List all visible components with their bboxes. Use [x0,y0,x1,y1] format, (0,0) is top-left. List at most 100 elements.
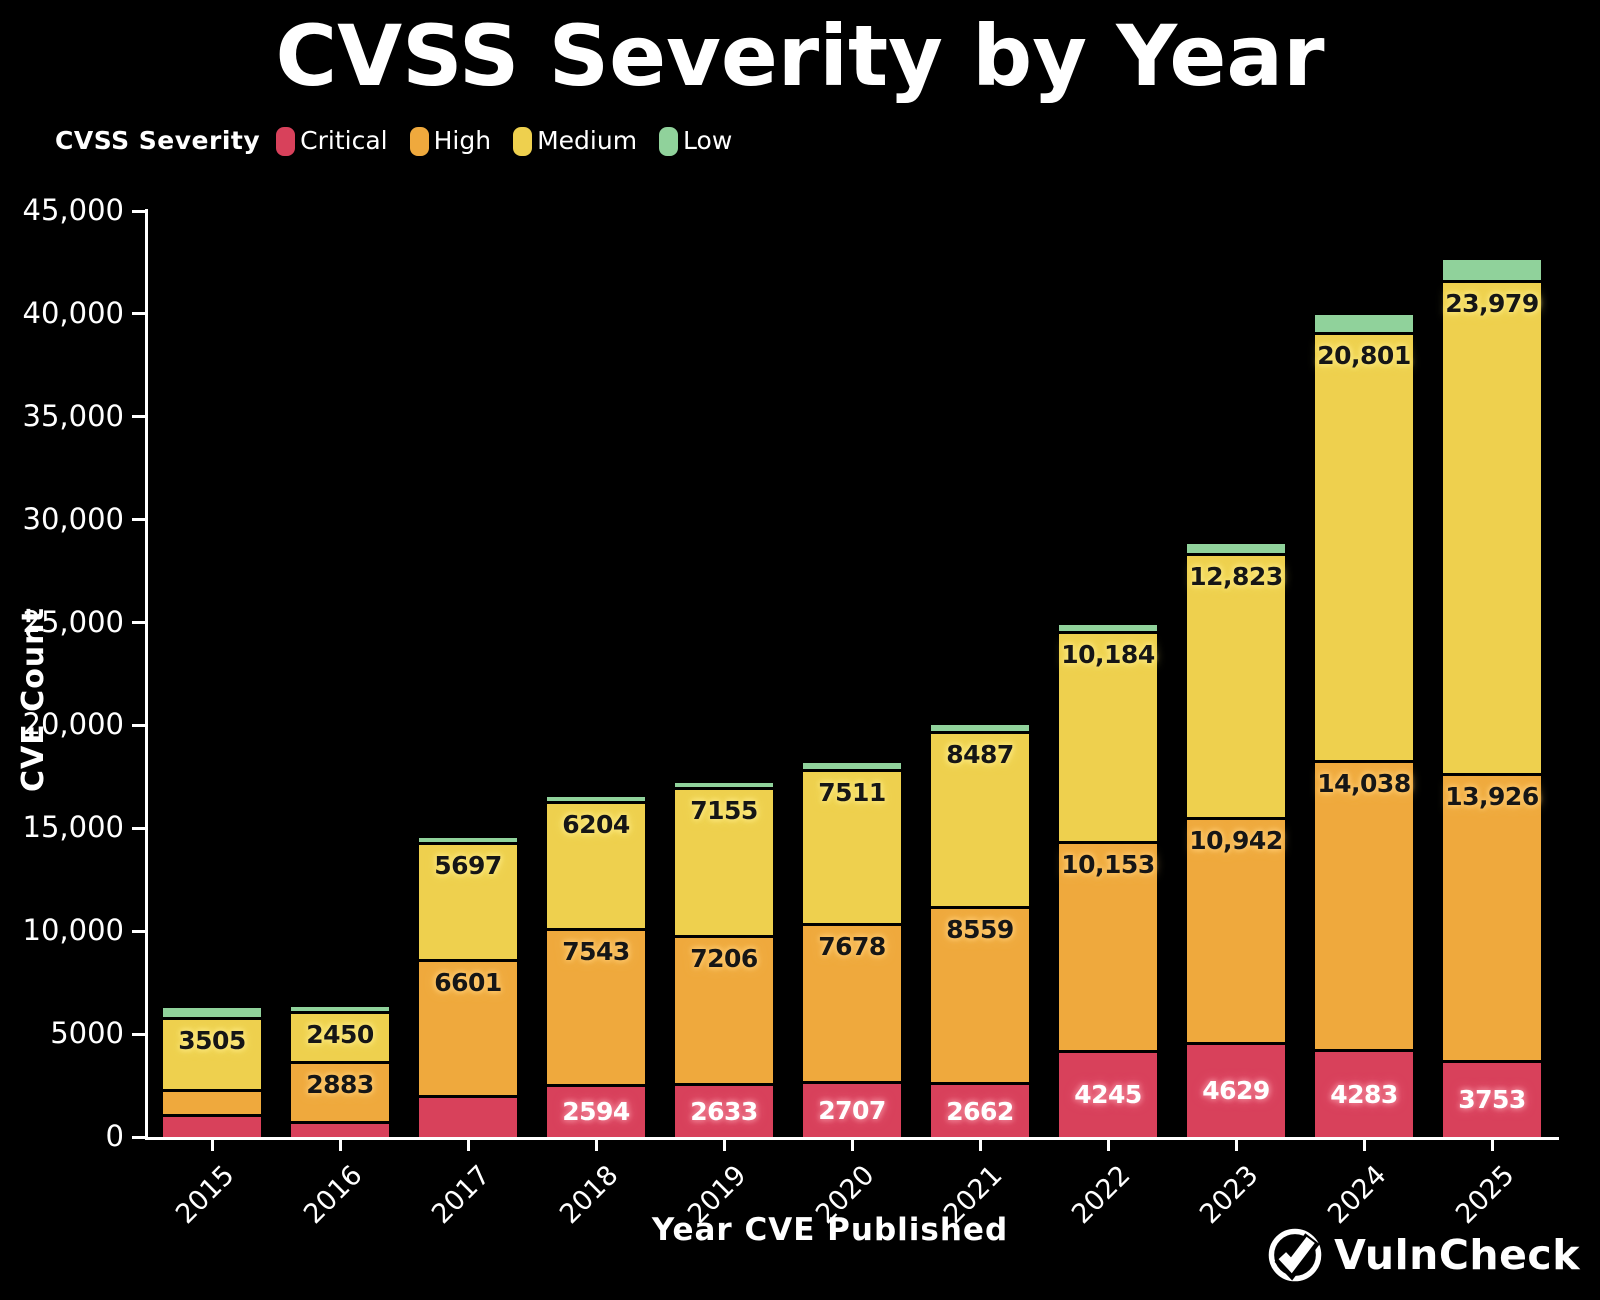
legend-item-label: Medium [537,126,638,155]
bar-segment-low-2021 [928,721,1032,732]
bar-segment-medium-2022: 10,184 [1056,631,1160,841]
x-tick-2021 [978,1137,982,1151]
bar-segment-critical-2024: 4283 [1312,1048,1416,1137]
bar-2025: 3753 13,926 23,979 [1440,257,1544,1137]
bar-segment-critical-2019: 2633 [672,1082,776,1137]
bar-segment-medium-2023: 12,823 [1184,552,1288,817]
bar-label-high-2025: 13,926 [1445,782,1539,812]
bar-2023: 4629 10,942 12,823 [1184,541,1288,1137]
y-tick-30000 [132,518,145,522]
bar-2018: 2594 7543 6204 [544,794,648,1137]
bar-segment-high-2020: 7678 [800,923,904,1082]
bar-segment-high-2024: 14,038 [1312,760,1416,1049]
bar-segment-medium-2015: 3505 [160,1017,264,1090]
bar-label-medium-2024: 20,801 [1317,340,1411,370]
bar-label-high-2018: 7543 [562,937,630,967]
bar-segment-medium-2021: 8487 [928,731,1032,907]
legend-item-low: Low [659,124,732,158]
y-tick-20000 [132,723,145,727]
legend-item-label: Critical [300,126,388,155]
critical-swatch-icon [276,126,296,156]
bar-label-medium-2015: 3505 [178,1026,246,1056]
bar-label-medium-2021: 8487 [946,740,1014,770]
bar-segment-high-2022: 10,153 [1056,840,1160,1050]
bar-label-critical-2021: 2662 [946,1096,1014,1126]
bar-segment-high-2017: 6601 [416,959,520,1095]
bar-2022: 4245 10,153 10,184 [1056,621,1160,1137]
y-tick-label-30000: 30,000 [22,501,124,536]
vulncheck-icon [1268,1228,1322,1282]
bar-segment-critical-2021: 2662 [928,1082,1032,1137]
bar-segment-high-2023: 10,942 [1184,816,1288,1042]
bar-segment-critical-2025: 3753 [1440,1059,1544,1137]
bar-segment-low-2023 [1184,541,1288,553]
bar-2020: 2707 7678 7511 [800,759,904,1137]
y-tick-35000 [132,415,145,419]
legend-item-label: Low [683,126,733,155]
x-tick-2020 [850,1137,854,1151]
low-swatch-icon [659,126,679,156]
bar-2024: 4283 14,038 20,801 [1312,312,1416,1137]
y-tick-label-15000: 15,000 [22,810,124,845]
bar-label-critical-2023: 4629 [1202,1076,1270,1106]
y-tick-label-20000: 20,000 [22,707,124,742]
y-tick-label-40000: 40,000 [22,295,124,330]
bar-segment-low-2022 [1056,621,1160,632]
y-tick-25000 [132,621,145,625]
bar-segment-medium-2016: 2450 [288,1010,392,1062]
y-tick-0 [132,1135,145,1139]
bar-2021: 2662 8559 8487 [928,721,1032,1137]
x-tick-2015 [210,1137,214,1151]
legend-item-high: High [409,124,492,158]
y-tick-label-10000: 10,000 [22,913,124,948]
bar-label-medium-2022: 10,184 [1061,640,1155,670]
bar-label-medium-2020: 7511 [818,777,886,807]
y-tick-label-25000: 25,000 [22,604,124,639]
bar-segment-high-2018: 7543 [544,928,648,1084]
x-tick-label-2015: 2015 [169,1159,241,1231]
y-axis-title: CVE Count [16,607,51,792]
bar-label-medium-2017: 5697 [434,850,502,880]
bar-label-medium-2023: 12,823 [1189,561,1283,591]
legend-items: Critical High Medium Low [276,124,754,158]
bar-segment-low-2024 [1312,312,1416,332]
bar-segment-critical-2018: 2594 [544,1083,648,1137]
bar-label-high-2024: 14,038 [1317,769,1411,799]
bar-label-high-2022: 10,153 [1061,849,1155,879]
y-tick-15000 [132,826,145,830]
bar-2016: 2883 2450 [288,1003,392,1137]
bar-label-critical-2019: 2633 [690,1096,758,1126]
bar-segment-critical-2023: 4629 [1184,1041,1288,1137]
y-tick-label-5000: 5000 [50,1016,124,1051]
y-tick-label-0: 0 [105,1119,124,1153]
x-tick-2023 [1234,1137,1238,1151]
bar-segment-high-2019: 7206 [672,934,776,1083]
bar-segment-low-2017 [416,834,520,842]
bar-label-high-2023: 10,942 [1189,825,1283,855]
bar-segment-critical-2015 [160,1114,264,1137]
legend-item-critical: Critical [276,124,388,158]
bar-label-critical-2020: 2707 [818,1096,886,1126]
legend-item-medium: Medium [513,124,637,158]
bar-label-high-2017: 6601 [434,968,502,997]
bar-label-medium-2016: 2450 [306,1019,374,1049]
legend-item-label: High [433,126,492,155]
y-tick-45000 [132,209,145,213]
bar-segment-medium-2017: 5697 [416,841,520,959]
x-tick-2022 [1106,1137,1110,1151]
x-tick-2018 [594,1137,598,1151]
bar-segment-critical-2016 [288,1120,392,1137]
y-tick-label-35000: 35,000 [22,398,124,433]
bar-label-high-2021: 8559 [946,915,1014,945]
bar-2017: 6601 5697 [416,834,520,1137]
x-axis-title: Year CVE Published [651,1212,1009,1248]
bar-segment-medium-2025: 23,979 [1440,279,1544,774]
brand-name: VulnCheck [1334,1231,1580,1279]
bar-2019: 2633 7206 7155 [672,780,776,1137]
brand-logo: VulnCheck [1266,1226,1580,1284]
y-tick-40000 [132,312,145,316]
bar-segment-critical-2020: 2707 [800,1081,904,1137]
bar-segment-low-2018 [544,794,648,801]
bar-segment-critical-2017 [416,1094,520,1137]
bar-label-critical-2022: 4245 [1074,1080,1142,1110]
